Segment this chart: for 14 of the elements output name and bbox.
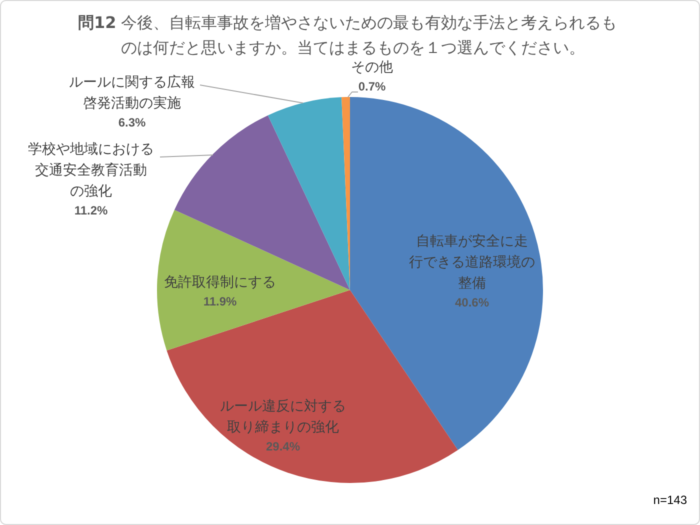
- data-label: 40.6%: [454, 295, 490, 310]
- slice-label: ルール違反に対する取り締まりの強化: [220, 398, 346, 436]
- data-label: 6.3%: [118, 115, 146, 130]
- slice-label: ルールに関する広報啓発活動の実施: [69, 74, 195, 112]
- data-label: 0.7%: [358, 79, 386, 94]
- slice-label: 自転車が安全に走行できる道路環境の整備: [409, 234, 535, 292]
- data-label: 11.9%: [203, 294, 238, 308]
- text: n=143: [653, 493, 687, 507]
- slice-label: 学校や地域における交通安全教育活動の強化: [28, 142, 154, 200]
- data-label: 29.4%: [266, 439, 300, 454]
- slice-label: その他: [351, 60, 393, 76]
- slice-label: 免許取得制にする: [164, 274, 276, 291]
- chart-title: 問12 今後、自転車事故を増やさないための最も有効な手法と考えられるものは何だと思いますか。当てはまるものを１つ選んでください。: [78, 12, 618, 59]
- data-label: 11.2%: [74, 203, 108, 218]
